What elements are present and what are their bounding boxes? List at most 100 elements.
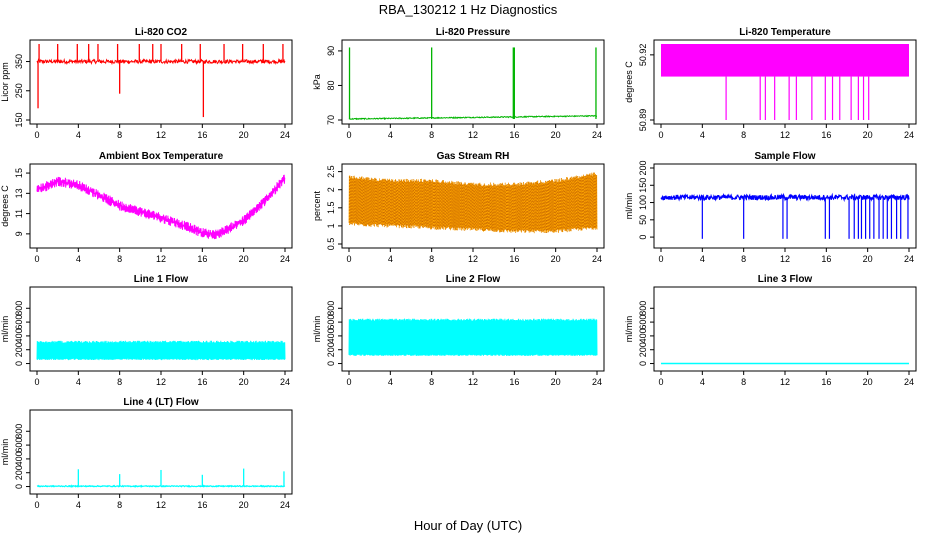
x-tick-label: 12 — [780, 377, 790, 387]
chart-panel-10: Line 4 (LT) Flow ml/min 0 4 8 12 16 20 24 0 200400… — [0, 397, 293, 510]
y-tick-label: 70 — [326, 115, 336, 125]
series-sample-flow — [660, 192, 910, 239]
x-tick-label: 12 — [780, 254, 790, 264]
x-tick-label: 16 — [197, 377, 207, 387]
x-tick-label: 12 — [156, 254, 166, 264]
x-tick-label: 8 — [741, 130, 746, 140]
y-axis-label: degrees C — [0, 185, 10, 227]
y-tick-label: 200 — [638, 342, 648, 357]
x-tick-label: 4 — [700, 377, 705, 387]
x-tick-label: 24 — [592, 254, 602, 264]
panel-title: Ambient Box Temperature — [99, 151, 224, 162]
figure-title: RBA_130212 1 Hz Diagnostics — [378, 2, 558, 17]
y-tick-label: 800 — [326, 301, 336, 316]
x-tick-label: 24 — [904, 130, 914, 140]
y-axis-label: ml/min — [624, 316, 634, 343]
y-tick-label: 800 — [14, 424, 24, 439]
x-tick-label: 16 — [197, 500, 207, 510]
plot-frame — [341, 39, 605, 125]
y-axis-label: kPa — [312, 74, 322, 90]
x-tick-label: 20 — [551, 254, 561, 264]
x-tick-label: 4 — [76, 130, 81, 140]
x-tick-label: 16 — [821, 254, 831, 264]
x-tick-label: 0 — [658, 254, 663, 264]
y-tick-label: 400 — [638, 328, 648, 343]
x-tick-label: 8 — [429, 254, 434, 264]
y-tick-label: 200 — [638, 160, 648, 175]
y-tick-label: 90 — [326, 46, 336, 56]
chart-panel-2: Li-820 Pressure kPa 0 4 8 12 16 20 24 70 80 90 — [312, 27, 605, 140]
panel-title: Sample Flow — [754, 151, 815, 162]
y-axis-label: ml/min — [624, 193, 634, 220]
panel-title: Line 4 (LT) Flow — [123, 397, 199, 408]
x-tick-label: 0 — [34, 130, 39, 140]
x-tick-label: 8 — [741, 377, 746, 387]
chart-panel-6: Sample Flow ml/min 0 4 8 12 16 20 24 0 50 100 150 200 — [624, 151, 917, 264]
y-tick-label: 800 — [638, 301, 648, 316]
figure-xlabel: Hour of Day (UTC) — [413, 518, 523, 533]
x-tick-label: 20 — [239, 500, 249, 510]
x-tick-label: 12 — [468, 254, 478, 264]
data-band — [661, 44, 909, 77]
x-tick-label: 8 — [117, 254, 122, 264]
y-tick-label: 200 — [14, 342, 24, 357]
x-tick-label: 0 — [346, 130, 351, 140]
x-tick-label: 24 — [280, 254, 290, 264]
series-rh — [348, 172, 598, 234]
y-tick-label: 50 — [638, 215, 648, 225]
data-line — [660, 192, 910, 203]
y-tick-label: 2.5 — [326, 165, 336, 178]
x-tick-label: 16 — [509, 130, 519, 140]
y-tick-label: 200 — [326, 342, 336, 357]
series-box-temp — [36, 174, 286, 240]
y-axis-label: ml/min — [312, 316, 322, 343]
x-tick-label: 8 — [117, 500, 122, 510]
series-line-2 — [348, 318, 598, 356]
data-line — [36, 174, 286, 240]
y-tick-label: 1.5 — [326, 202, 336, 215]
x-tick-label: 24 — [280, 130, 290, 140]
chart-panel-9: Line 3 Flow ml/min 0 4 8 12 16 20 24 0 20040060080… — [624, 274, 917, 387]
chart-panel-8: Line 2 Flow ml/min 0 4 8 12 16 20 24 0 20040060080… — [312, 274, 605, 387]
y-tick-label: 2 — [326, 187, 336, 192]
x-tick-label: 8 — [117, 130, 122, 140]
x-tick-label: 8 — [429, 377, 434, 387]
x-tick-label: 8 — [117, 377, 122, 387]
y-axis-label: percent — [312, 190, 322, 221]
plot-frame — [653, 286, 917, 372]
y-axis-label: ml/min — [0, 439, 10, 466]
data-line — [36, 340, 286, 361]
series-line-4 — [36, 468, 286, 488]
chart-panel-3: Li-820 Temperature degrees C 0 4 8 12 16 20 24 50… — [624, 27, 917, 140]
chart-panel-5: Gas Stream RH percent 0 4 8 12 16 20 24 0.5 1 1.5 2 2… — [312, 151, 605, 264]
y-tick-label: 100 — [638, 195, 648, 210]
chart-panel-7: Line 1 Flow ml/min 0 4 8 12 16 20 24 0 20040060080… — [0, 274, 293, 387]
x-tick-label: 20 — [239, 377, 249, 387]
y-axis-label: degrees C — [624, 61, 634, 103]
panel-title: Line 3 Flow — [758, 274, 813, 285]
series-temperature — [661, 44, 909, 120]
chart-panel-4: Ambient Box Temperature degrees C 0 4 8 12 16 2… — [0, 151, 293, 264]
y-tick-label: 150 — [638, 178, 648, 193]
x-tick-label: 16 — [197, 130, 207, 140]
x-tick-label: 8 — [741, 254, 746, 264]
x-tick-label: 0 — [658, 130, 663, 140]
y-tick-label: 250 — [14, 83, 24, 98]
x-tick-label: 16 — [821, 130, 831, 140]
x-tick-label: 12 — [468, 377, 478, 387]
x-tick-label: 4 — [700, 130, 705, 140]
y-axis-label: ml/min — [0, 316, 10, 343]
data-line-shade — [348, 172, 598, 234]
y-tick-label: 11 — [14, 209, 24, 218]
x-tick-label: 20 — [239, 254, 249, 264]
x-tick-label: 0 — [34, 377, 39, 387]
y-tick-label: 400 — [14, 328, 24, 343]
y-tick-label: 0 — [14, 484, 24, 489]
series-pressure — [348, 47, 597, 121]
x-tick-label: 20 — [551, 130, 561, 140]
x-tick-label: 24 — [904, 254, 914, 264]
series-co2 — [36, 44, 286, 118]
x-tick-label: 0 — [34, 500, 39, 510]
plot-frame — [653, 163, 917, 249]
